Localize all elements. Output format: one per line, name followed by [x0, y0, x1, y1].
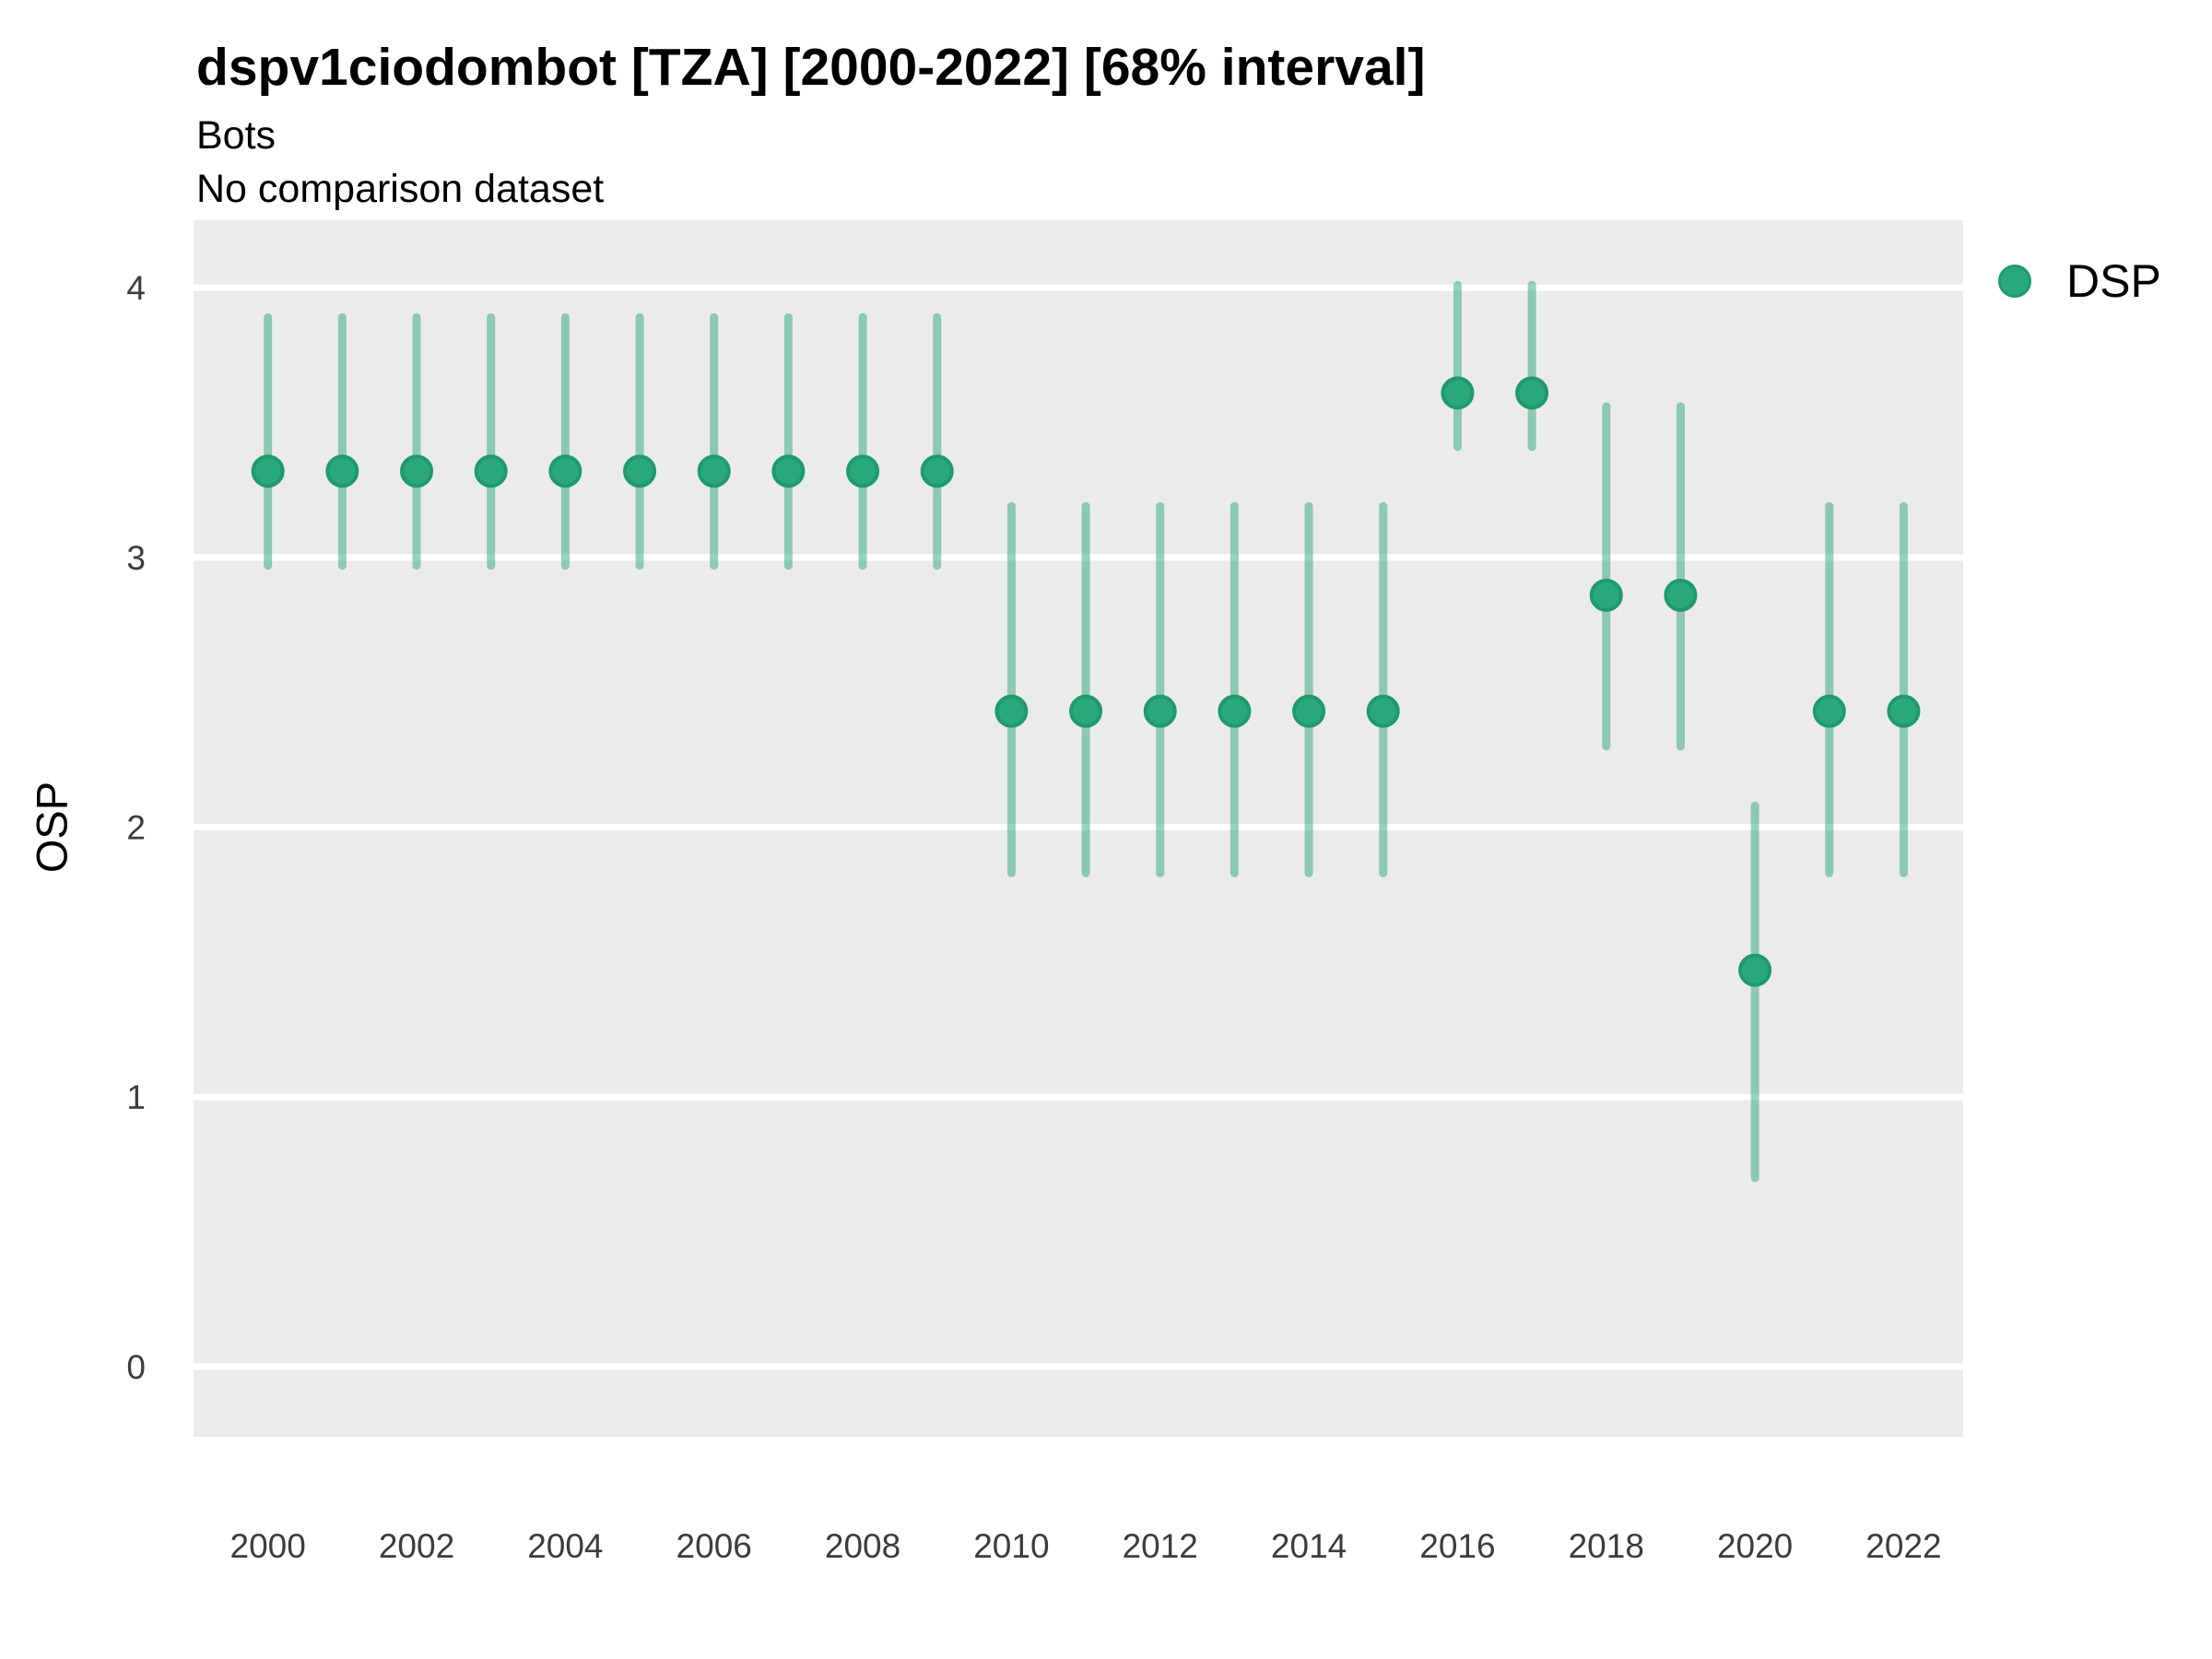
point-2013	[1218, 694, 1252, 728]
x-tick-label-2014: 2014	[1271, 1527, 1347, 1565]
point-2005	[623, 454, 657, 488]
point-2007	[771, 454, 806, 488]
y-tick-label-1: 1	[126, 1078, 146, 1116]
point-2000	[251, 454, 285, 488]
chart-title: dspv1ciodombot [TZA] [2000-2022] [68% in…	[196, 38, 1426, 97]
point-2022	[1887, 694, 1921, 728]
y-tick-label-0: 0	[126, 1348, 146, 1386]
point-2010	[994, 694, 1029, 728]
point-2012	[1143, 694, 1177, 728]
point-2017	[1515, 376, 1549, 410]
x-tick-label-2010: 2010	[973, 1527, 1049, 1565]
point-2021	[1812, 694, 1846, 728]
y-tick-label-2: 2	[126, 809, 146, 847]
comparison-note: No comparison dataset	[196, 167, 605, 211]
point-2001	[325, 454, 359, 488]
point-2008	[846, 454, 880, 488]
x-tick-label-2002: 2002	[379, 1527, 454, 1565]
point-2003	[474, 454, 508, 488]
legend: DSP	[1998, 254, 2161, 308]
point-2019	[1664, 578, 1698, 612]
point-2014	[1292, 694, 1326, 728]
legend-label-dsp: DSP	[2066, 255, 2161, 307]
x-tick-label-2022: 2022	[1865, 1527, 1941, 1565]
x-tick-label-2006: 2006	[677, 1527, 752, 1565]
x-tick-label-2000: 2000	[230, 1527, 306, 1565]
x-tick-label-2008: 2008	[825, 1527, 900, 1565]
x-tick-label-2016: 2016	[1419, 1527, 1495, 1565]
point-2015	[1366, 694, 1400, 728]
y-axis-title: OSP	[27, 781, 76, 874]
point-2006	[697, 454, 731, 488]
point-2020	[1738, 953, 1772, 987]
point-2004	[548, 454, 582, 488]
point-2009	[920, 454, 954, 488]
x-tick-label-2020: 2020	[1717, 1527, 1793, 1565]
x-tick-label-2012: 2012	[1123, 1527, 1198, 1565]
point-2018	[1589, 578, 1623, 612]
point-2002	[400, 454, 434, 488]
legend-dot-icon	[1998, 265, 2031, 298]
y-tick-label-4: 4	[126, 269, 146, 307]
x-tick-label-2004: 2004	[527, 1527, 603, 1565]
point-2016	[1441, 376, 1475, 410]
y-tick-label-3: 3	[126, 539, 146, 577]
x-tick-label-2018: 2018	[1569, 1527, 1644, 1565]
point-2011	[1069, 694, 1103, 728]
chart-subtitle: Bots	[196, 113, 276, 158]
